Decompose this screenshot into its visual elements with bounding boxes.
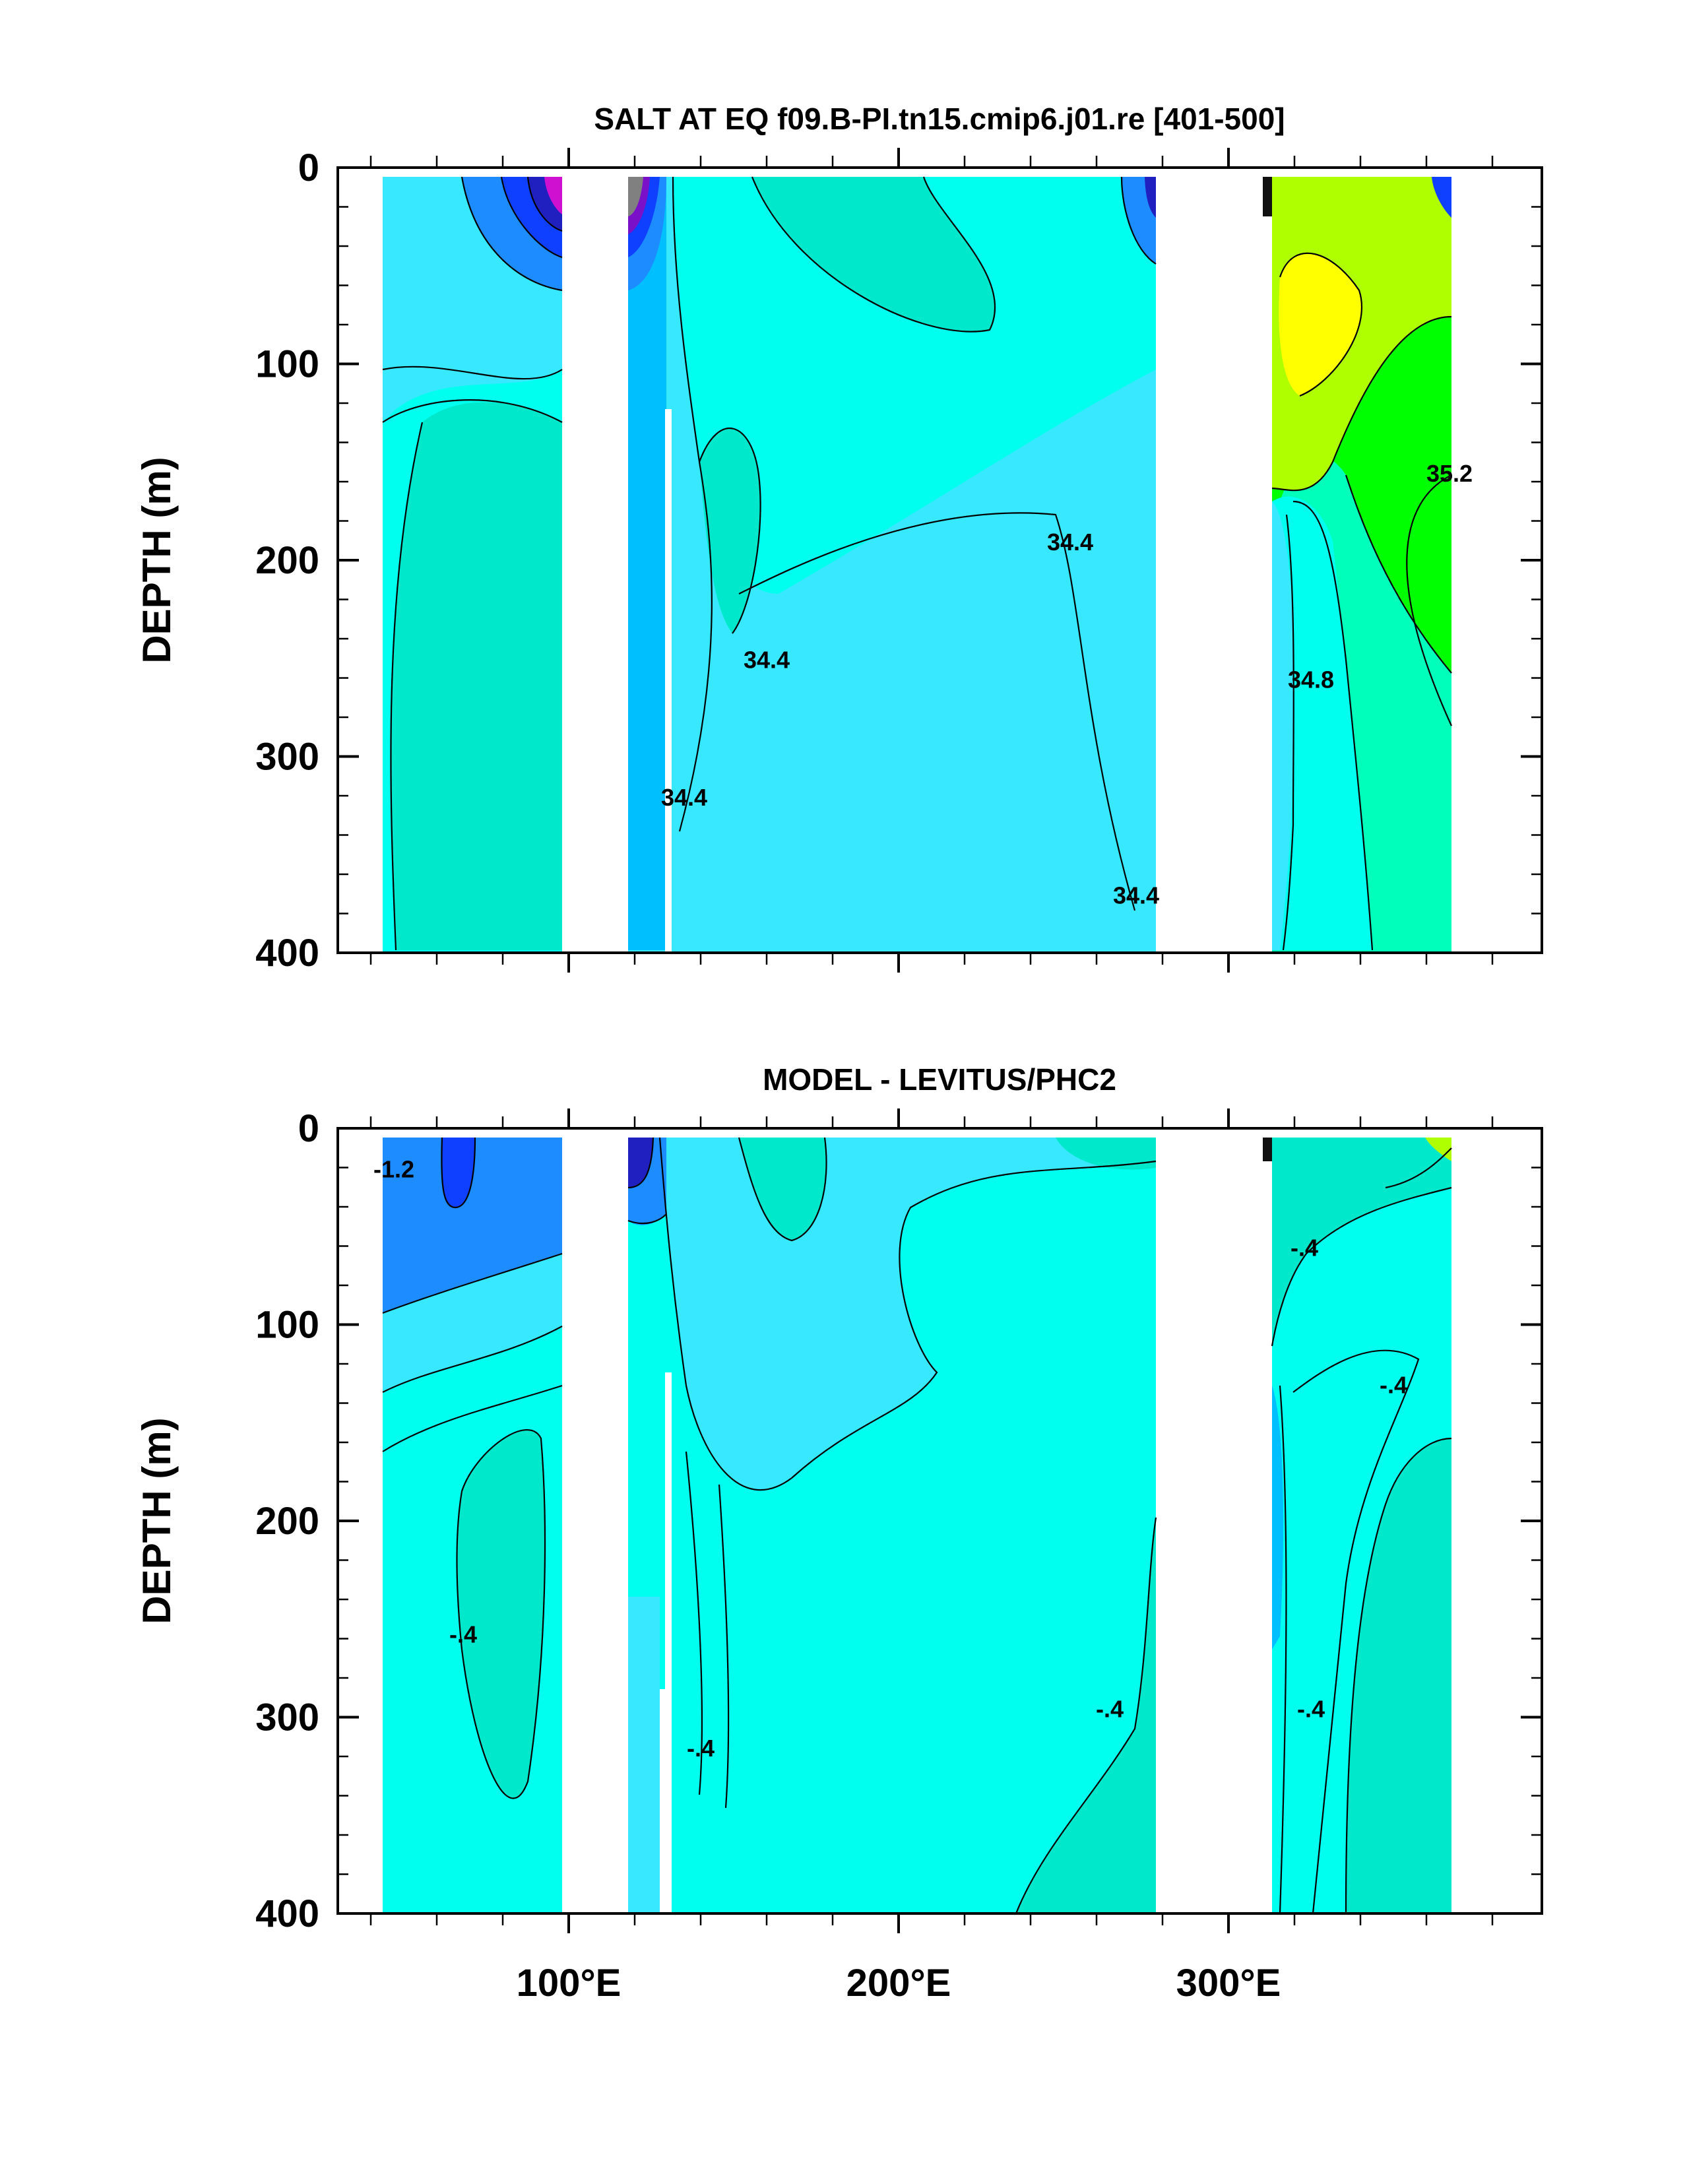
salt-y-tick-label: 400 [255,932,319,975]
salt-y-tick-label: 300 [255,736,319,779]
salt-contour-label: 34.4 [744,647,790,674]
salt-axes: 0 100 200 300 400 [255,146,1543,975]
salt-contour-label: 34.4 [661,784,707,811]
difference-y-tick-label: 200 [255,1500,319,1543]
difference-y-tick-label: 300 [255,1696,319,1739]
difference-y-tick-label: 400 [255,1892,319,1935]
salt-contour-label: 34.4 [1047,529,1093,556]
difference-chart-title: MODEL - LEVITUS/PHC2 [763,1062,1116,1097]
salt-contour-label: 35.2 [1426,460,1473,487]
salt-contour-label: 34.8 [1288,666,1334,693]
salt-y-tick-label: 200 [255,539,319,582]
difference-contour-label: -.4 [1291,1234,1318,1261]
difference-x-tick-label: 100°E [517,1962,621,2005]
difference-contour-labels: -1.2 -.4 -.4 -.4 -.4 -.4 -.4 [373,1155,1407,1762]
difference-contour-label: -.4 [449,1621,477,1648]
salt-y-tick-label: 100 [255,343,319,386]
salt-contour-labels: 34.4 34.4 34.4 34.4 35.2 34.8 [661,460,1473,909]
difference-contour-label: -.4 [687,1735,715,1762]
difference-x-tick-label: 300°E [1176,1962,1281,2005]
difference-y-axis-label: DEPTH (m) [135,1417,179,1624]
salt-chart-title: SALT AT EQ f09.B-PI.tn15.cmip6.j01.re [4… [594,102,1285,136]
salt-contour-label: 34.4 [1113,882,1159,909]
difference-contour-label: -.4 [1096,1696,1124,1723]
difference-contour-label: -.4 [1380,1372,1407,1399]
salt-panel: SALT AT EQ f09.B-PI.tn15.cmip6.j01.re [4… [135,102,1543,975]
difference-contour-lines [382,1137,1452,1913]
difference-y-tick-label: 100 [255,1304,319,1347]
difference-contour-label: -1.2 [373,1155,414,1182]
difference-x-tick-label: 200°E [846,1962,951,2005]
difference-contour-label: -.4 [1297,1696,1325,1723]
salt-y-tick-label: 0 [298,146,319,189]
salt-contour-lines [382,176,1453,951]
salt-color-fill [338,168,1542,953]
difference-axes: 0 100 200 300 400 100°E 200°E 300°E [255,1107,1543,2005]
difference-panel: MODEL - LEVITUS/PHC2 DEPTH (m) 0 100 200 30… [135,1062,1543,2005]
difference-y-tick-label: 0 [298,1107,319,1150]
salt-y-axis-label: DEPTH (m) [135,457,179,663]
